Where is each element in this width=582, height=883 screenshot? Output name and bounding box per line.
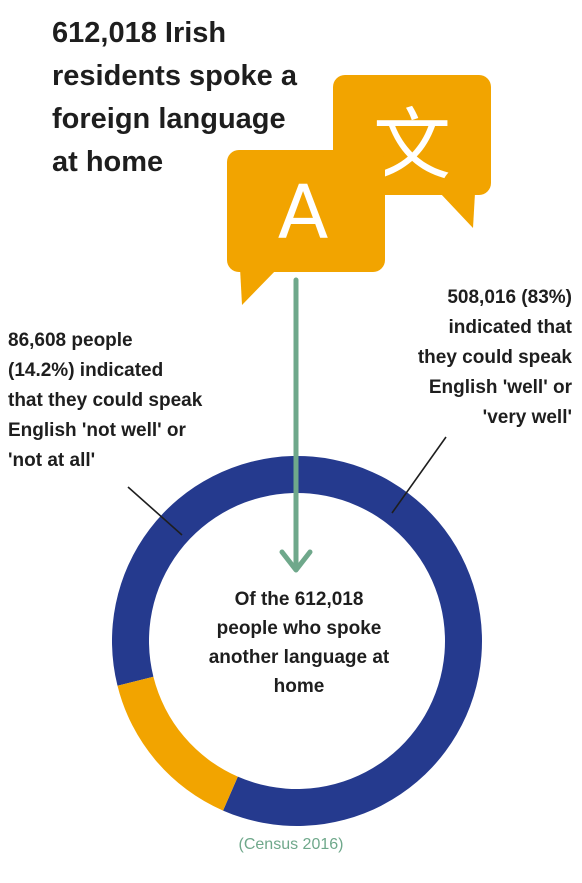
right-leader-line [391,436,447,514]
slice-label-not-well: 86,608 people (14.2%) indicated that the… [8,330,203,471]
speech-bubble-letter-a-icon: A [227,150,385,305]
donut-center-label: Of the 612,018 people who spoke another … [208,589,390,697]
headline: 612,018 Irish residents spoke a foreign … [52,17,297,178]
front-bubble-tail [240,268,278,305]
front-bubble-letter: A [278,170,329,256]
slice-label-well: 508,016 (83%) indicated that they could … [417,287,572,428]
left-leader-line [127,486,183,536]
down-arrow-icon [279,277,313,573]
source-note: (Census 2016) [238,836,344,853]
back-bubble-character: 文 [373,101,451,191]
back-bubble-tail [440,193,475,228]
front-bubble-body [227,150,385,272]
donut-chart [112,456,483,827]
donut-slice-1 [117,676,238,811]
